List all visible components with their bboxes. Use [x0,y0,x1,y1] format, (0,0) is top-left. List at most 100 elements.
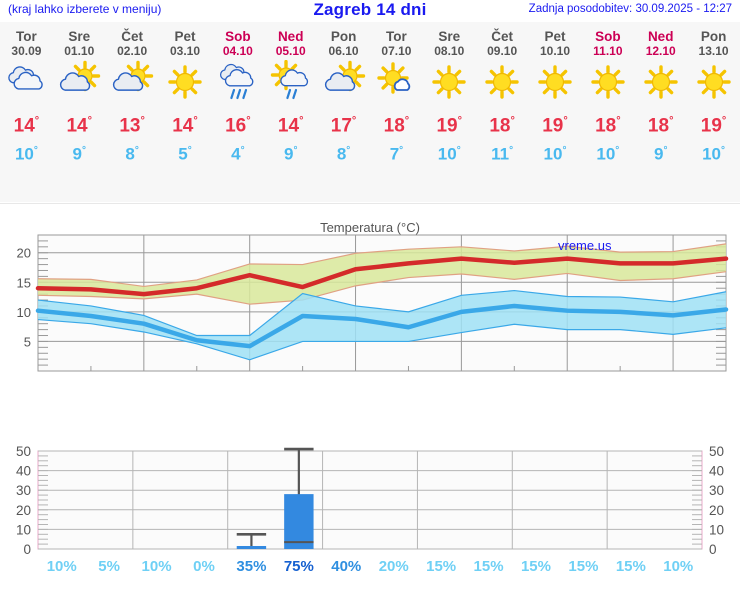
precipitation-probability: 15% [426,558,457,575]
temp-max: 19° [700,115,727,137]
partly-sunny-icon [106,60,159,104]
day-column[interactable]: Ned 05.10 14° 9° [264,22,317,167]
temp-max: 14° [66,115,93,137]
svg-text:40: 40 [709,464,724,479]
temperature-chart-title: Temperatura (°C) [320,220,420,235]
temp-min: 10° [702,144,726,164]
precipitation-probability-row: 10% 5% 10% 0% 35% 75% 40% 20% 15% 15% 15% 15% 15% 10% [0,558,740,578]
day-name: Sob [595,29,621,44]
precipitation-probability: 35% [236,558,267,575]
precipitation-probability: 10% [663,558,694,575]
day-date: 30.09 [11,44,42,58]
day-date: 03.10 [169,44,200,58]
svg-text:10: 10 [16,522,31,537]
temp-min: 10° [543,144,567,164]
day-column[interactable]: Čet 02.10 13° 8° [106,22,159,167]
svg-text:30: 30 [709,483,724,498]
day-column[interactable]: Pon 13.10 19° 10° [687,22,740,167]
day-column[interactable]: Tor 07.10 18° 7° [370,22,423,167]
temp-max: 13° [119,115,145,137]
temp-max: 14° [277,115,304,137]
day-date: 13.10 [698,44,729,58]
temp-max: 18° [647,115,674,137]
temperature-chart-svg: 5 10 15 20 [17,234,729,372]
temp-max: 18° [595,115,621,137]
daily-forecast-panel: Tor 30.09 14° 10° Sre 01.10 14° 9° Čet 02.10 13… [0,22,740,202]
day-date: 04.10 [222,44,253,58]
temp-max: 16° [225,115,251,137]
day-date: 10.10 [539,44,570,58]
temp-max: 17° [330,115,357,137]
day-column[interactable]: Sob 11.10 18° 10° [581,22,634,167]
sunny-icon [159,60,212,104]
sun-small-cloud-icon [370,60,423,104]
svg-text:15: 15 [17,275,31,290]
precipitation-probability: 0% [193,558,215,575]
day-date: 06.10 [328,44,359,58]
day-date: 02.10 [117,44,148,58]
sunny-icon [581,60,634,104]
day-name: Pet [544,29,566,44]
day-date: 12.10 [645,44,676,58]
day-column[interactable]: Sob 04.10 16° 4° [211,22,264,167]
day-date: 07.10 [381,44,412,58]
partly-sunny-icon [317,60,370,104]
precipitation-probability: 15% [520,558,551,575]
day-name: Sre [68,29,91,44]
day-column[interactable]: Sre 08.10 19° 10° [423,22,476,167]
day-date: 01.10 [64,44,95,58]
day-name: Pet [174,29,196,44]
precipitation-probability: 10% [46,558,77,575]
last-update-label: Zadnja posodobitev: 30.09.2025 - 12:27 [528,3,732,15]
temp-max: 18° [383,115,410,137]
svg-text:30: 30 [16,483,31,498]
svg-text:20: 20 [17,246,31,261]
svg-text:10: 10 [17,305,31,320]
temp-min: 9° [653,144,668,164]
svg-text:5: 5 [24,334,31,349]
day-date: 09.10 [487,44,518,58]
day-column[interactable]: Pet 03.10 14° 5° [159,22,212,167]
day-date: 11.10 [593,44,623,58]
day-column[interactable]: Ned 12.10 18° 9° [634,22,687,167]
day-name: Sob [225,29,251,44]
day-column[interactable]: Pet 10.10 19° 10° [529,22,582,167]
day-name: Ned [277,29,304,44]
day-name: Tor [16,29,37,44]
day-name: Ned [647,29,674,44]
location-hint: (kraj lahko izberete v meniju) [8,2,162,16]
svg-text:0: 0 [709,542,717,557]
temp-max: 19° [542,115,568,137]
day-name: Pon [330,29,357,44]
day-column[interactable]: Tor 30.09 14° 10° [0,22,53,167]
svg-text:40: 40 [16,464,31,479]
day-name: Sre [438,29,461,44]
temp-min: 5° [178,144,192,164]
temp-min: 10° [14,144,38,164]
temp-min: 9° [72,144,86,164]
sunny-icon [423,60,476,104]
temp-min: 8° [336,144,351,164]
precipitation-probability: 10% [141,558,172,575]
precipitation-chart: 0 0 10 10 20 20 30 30 40 40 50 50 [0,406,740,600]
temp-min: 9° [283,144,298,164]
day-name: Tor [386,29,407,44]
temp-max: 18° [489,115,515,137]
sunny-icon [529,60,582,104]
day-column[interactable]: Pon 06.10 17° 8° [317,22,370,167]
day-column[interactable]: Sre 01.10 14° 9° [53,22,106,167]
precipitation-probability: 5% [98,558,120,575]
temp-min: 10° [437,144,461,164]
day-column[interactable]: Čet 09.10 18° 11° [476,22,529,167]
svg-text:50: 50 [16,444,31,459]
cloudy-icon [0,60,53,104]
sun-rain-icon [264,60,317,104]
precipitation-probability: 15% [473,558,504,575]
day-date: 08.10 [434,44,465,58]
temp-max: 14° [172,115,198,137]
precipitation-chart-svg: 0 0 10 10 20 20 30 30 40 40 50 50 [16,444,724,557]
day-name: Pon [700,29,727,44]
svg-text:0: 0 [23,542,31,557]
svg-text:50: 50 [709,444,724,459]
svg-text:10: 10 [709,522,724,537]
